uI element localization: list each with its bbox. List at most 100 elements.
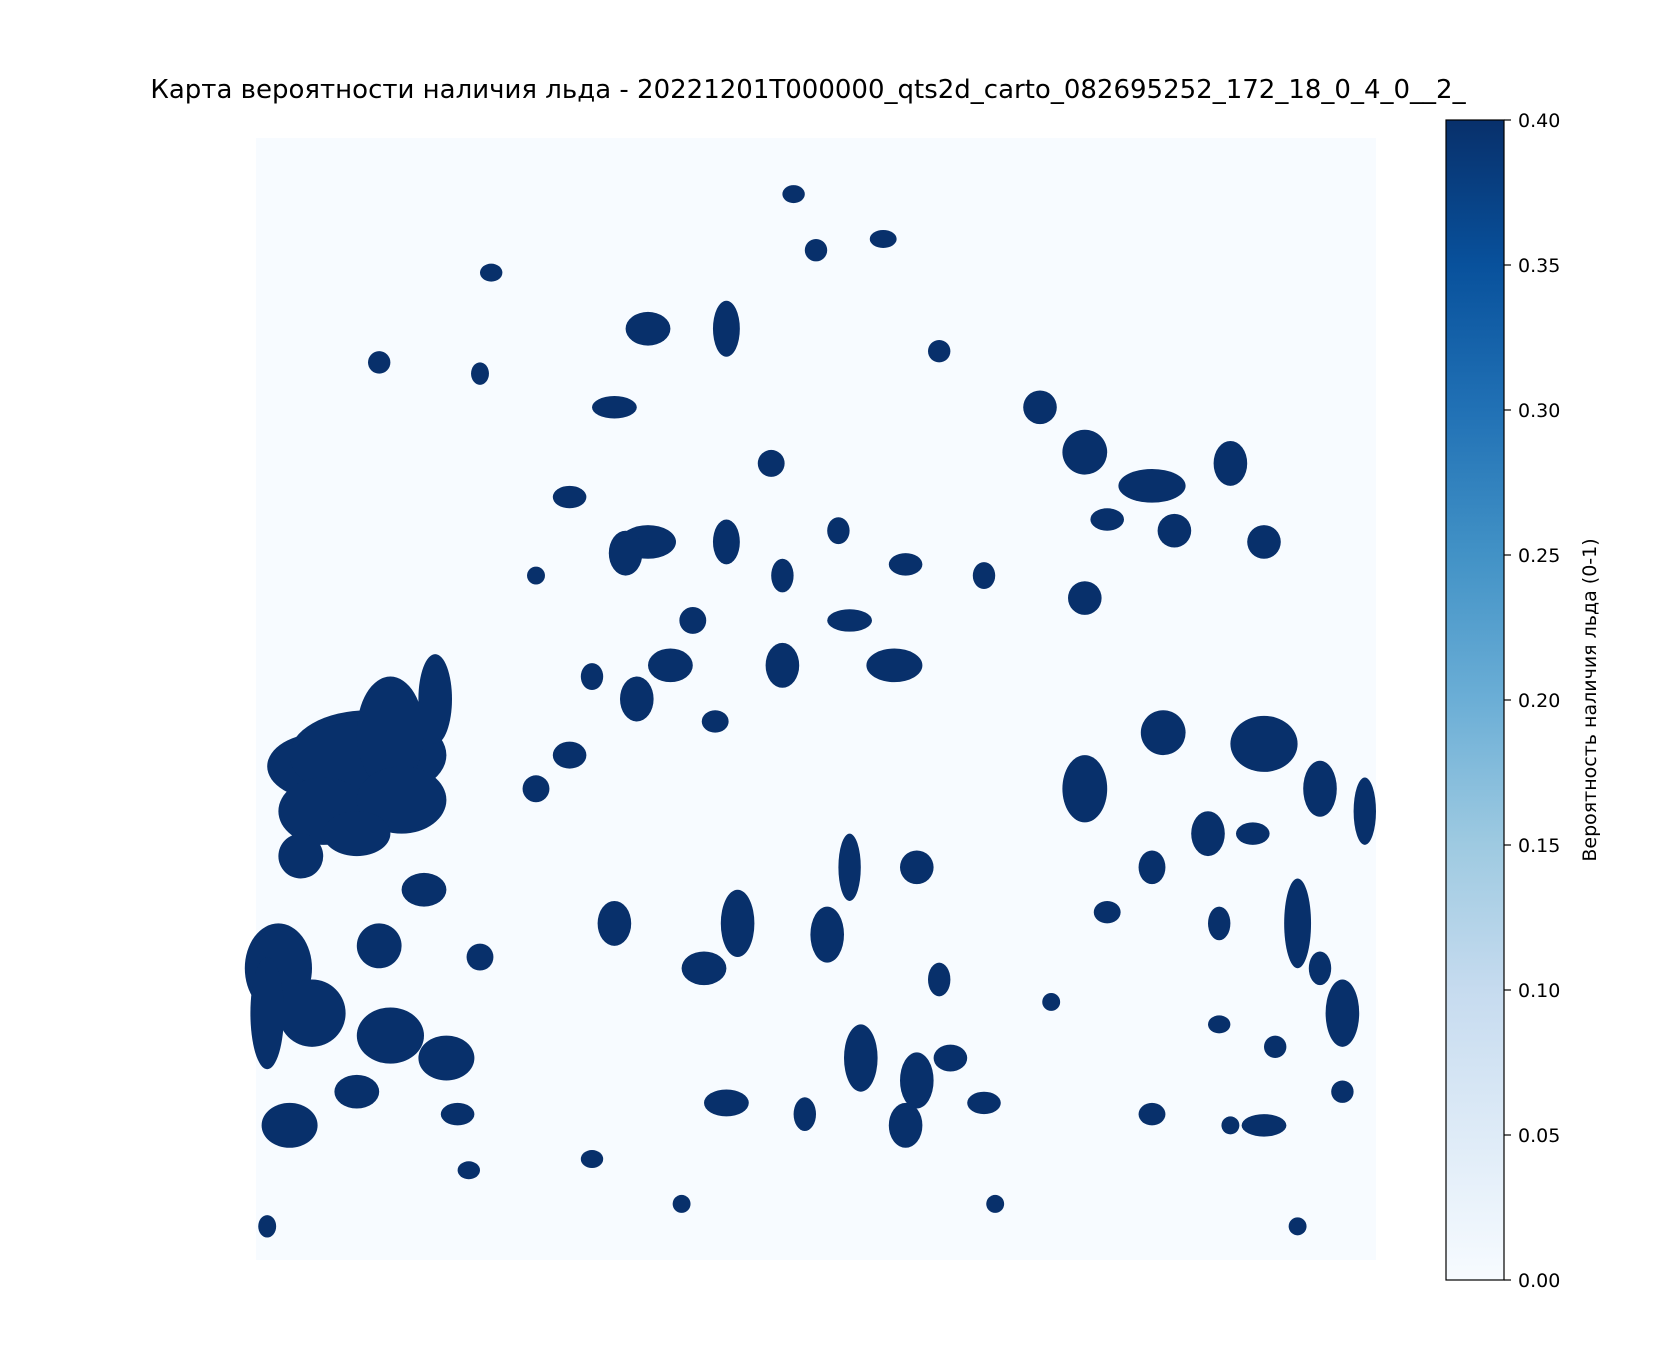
ice-cell-4 <box>356 766 447 834</box>
ice-cell-43 <box>704 1089 749 1117</box>
ice-cell-78 <box>480 263 503 282</box>
ice-cell-67 <box>1241 1114 1287 1137</box>
ice-cell-22 <box>625 311 671 346</box>
colorbar-tick-label-2: 0.10 <box>1518 980 1560 1002</box>
colorbar-tick-label-3: 0.15 <box>1518 835 1560 857</box>
ice-cell-61 <box>1303 760 1337 817</box>
colorbar: 0.00 0.05 0.10 0.15 0.20 0.25 0.30 0.35 0.40 Вер… <box>1445 110 1601 1292</box>
ice-cell-70 <box>1264 1035 1287 1059</box>
ice-cell-35 <box>928 962 951 997</box>
ice-cell-41 <box>888 1102 923 1148</box>
ice-cell-11 <box>356 1007 424 1064</box>
ice-cell-60 <box>1230 715 1298 772</box>
ice-cell-20 <box>608 530 643 576</box>
ice-cell-66 <box>1308 951 1332 986</box>
chart-title: Карта вероятности наличия льда - 2022120… <box>150 75 1466 105</box>
ice-cell-64 <box>1284 878 1312 969</box>
ice-cell-47 <box>580 663 604 691</box>
ice-cell-26 <box>648 648 693 683</box>
colorbar-tick-label-7: 0.35 <box>1518 255 1560 277</box>
ice-cell-68 <box>1138 1102 1166 1126</box>
ice-cell-56 <box>1068 581 1102 615</box>
ice-cell-51 <box>1118 468 1186 503</box>
ice-cell-81 <box>869 230 897 248</box>
ice-cell-38 <box>597 900 632 946</box>
ice-cell-24 <box>712 300 740 357</box>
ice-cell-89 <box>580 1150 604 1168</box>
ice-cell-62 <box>1191 811 1225 857</box>
ice-cell-44 <box>933 1044 968 1072</box>
ice-cell-83 <box>804 238 828 262</box>
ice-cell-96 <box>457 1161 480 1180</box>
ice-cell-18 <box>401 872 447 907</box>
ice-cell-7 <box>418 654 453 744</box>
ice-cell-71 <box>1208 906 1231 941</box>
ice-cell-42 <box>793 1097 816 1131</box>
colorbar-tick-label-1: 0.05 <box>1518 1125 1560 1147</box>
ice-cell-32 <box>810 906 844 963</box>
ice-cell-76 <box>1208 1015 1231 1034</box>
ice-cell-45 <box>967 1091 1001 1115</box>
ice-cell-49 <box>771 558 794 593</box>
ice-cell-33 <box>838 833 861 901</box>
ice-cell-25 <box>552 741 587 769</box>
ice-cell-17 <box>466 943 494 971</box>
ice-cell-57 <box>1247 525 1281 559</box>
ice-cell-55 <box>1023 390 1057 425</box>
ice-cell-59 <box>1140 710 1186 756</box>
ice-cell-9 <box>278 979 346 1047</box>
ice-cell-65 <box>1325 979 1360 1047</box>
ice-cell-10 <box>250 957 284 1070</box>
ice-cell-85 <box>972 562 996 590</box>
ice-cell-94 <box>258 1215 277 1238</box>
ice-cell-53 <box>1213 440 1248 486</box>
ice-cell-63 <box>1138 850 1166 885</box>
ice-cell-12 <box>418 1035 475 1081</box>
ice-cell-37 <box>681 951 727 986</box>
ice-cell-92 <box>1221 1116 1240 1135</box>
ice-cell-54 <box>1157 513 1192 548</box>
ice-cell-50 <box>1062 429 1108 475</box>
ice-cell-23 <box>592 396 637 419</box>
ice-cell-48 <box>701 710 729 733</box>
ice-cell-30 <box>866 648 923 683</box>
ice-cell-46 <box>552 485 587 509</box>
ice-cell-36 <box>720 889 755 958</box>
ice-cell-91 <box>986 1194 1005 1213</box>
ice-cell-86 <box>757 449 785 477</box>
ice-cell-95 <box>522 775 550 803</box>
ice-cell-3 <box>356 676 424 789</box>
ice-cell-90 <box>672 1194 691 1213</box>
ice-cell-6 <box>278 833 324 879</box>
colorbar-ticks: 0.00 0.05 0.10 0.15 0.20 0.25 0.30 0.35 0.40 <box>1504 110 1560 1292</box>
ice-cell-13 <box>261 1102 318 1148</box>
ice-cell-29 <box>765 642 800 688</box>
colorbar-tick-label-8: 0.40 <box>1518 110 1560 132</box>
ice-cell-40 <box>900 1052 934 1109</box>
ice-cell-88 <box>527 566 545 585</box>
ice-cell-82 <box>928 339 951 363</box>
ice-cell-75 <box>1042 992 1061 1011</box>
ice-cell-39 <box>844 1024 878 1092</box>
ice-cell-73 <box>1353 777 1377 845</box>
colorbar-tick-label-5: 0.25 <box>1518 545 1560 567</box>
ice-cell-77 <box>368 351 391 374</box>
ice-cell-84 <box>888 553 923 576</box>
colorbar-gradient <box>1445 119 1505 1281</box>
ice-cell-79 <box>471 362 489 385</box>
ice-cell-5 <box>323 811 391 857</box>
ice-cell-28 <box>620 676 654 722</box>
ice-cell-69 <box>1236 822 1270 845</box>
ice-blobs <box>244 185 1377 1238</box>
heatmap-area <box>244 138 1377 1260</box>
ice-cell-72 <box>1093 900 1121 924</box>
ice-cell-80 <box>782 185 805 204</box>
ice-cell-31 <box>827 609 872 632</box>
ice-cell-93 <box>1288 1217 1307 1236</box>
colorbar-tick-label-0: 0.00 <box>1518 1270 1560 1292</box>
ice-cell-52 <box>1090 508 1124 531</box>
ice-cell-27 <box>679 606 707 634</box>
ice-cell-21 <box>712 519 740 565</box>
colorbar-tick-label-6: 0.30 <box>1518 400 1560 422</box>
